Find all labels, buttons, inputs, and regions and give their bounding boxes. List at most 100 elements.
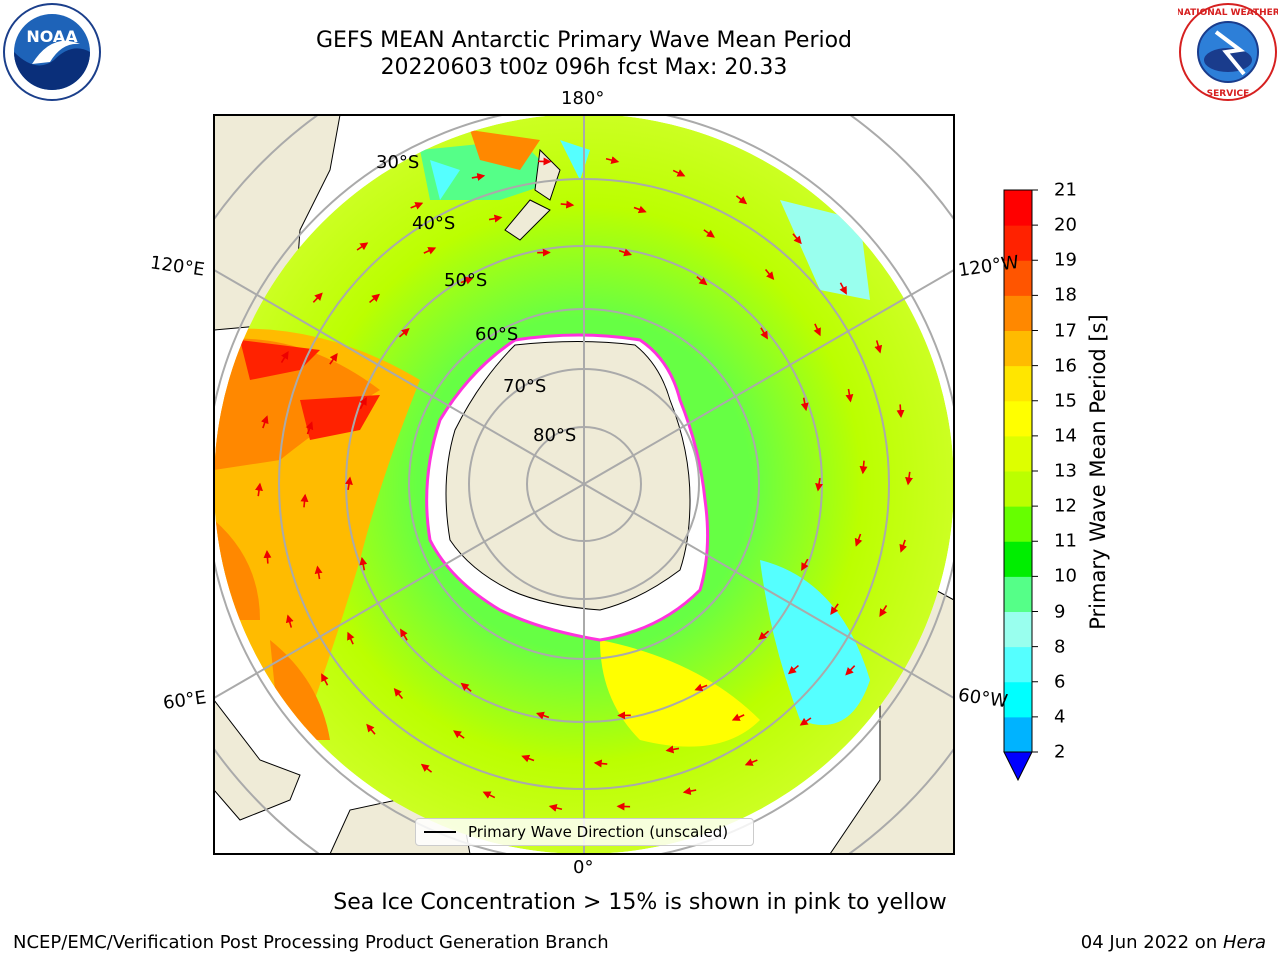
wave-direction-arrow (369, 293, 381, 304)
wave-direction-arrow (605, 156, 620, 164)
legend-line-swatch (424, 831, 456, 833)
wave-direction-arrow (845, 388, 854, 403)
colorbar-segment (1004, 330, 1032, 367)
wave-direction-arrow (344, 476, 353, 491)
wave-direction-arrow (787, 664, 799, 675)
wave-direction-arrow (618, 248, 632, 257)
wave-direction-arrow (764, 269, 775, 281)
wave-direction-arrow (312, 292, 323, 303)
footer-date: 04 Jun 2022 on Hera (1081, 932, 1266, 953)
wave-direction-arrow (453, 730, 465, 739)
wave-direction-arrow (400, 628, 408, 641)
wave-direction-arrow (633, 205, 647, 214)
colorbar-segment (1004, 225, 1032, 261)
wave-direction-arrow (560, 200, 575, 209)
colorbar-tick-label: 9 (1054, 601, 1066, 622)
wave-direction-arrow (321, 673, 329, 686)
wave-direction-arrow (896, 404, 905, 419)
wave-direction-arrow (393, 687, 404, 699)
wave-direction-arrow (874, 340, 883, 354)
footer-producer: NCEP/EMC/Verification Post Processing Pr… (13, 932, 609, 953)
wave-direction-arrow (359, 556, 368, 571)
wave-direction-arrow (356, 242, 369, 251)
wave-direction-arrow (314, 565, 323, 580)
colorbar-segment (1004, 716, 1032, 753)
colorbar-segment (1004, 576, 1032, 612)
lat-label-60s: 60°S (475, 324, 519, 345)
colorbar-tick-label: 20 (1054, 214, 1077, 236)
wave-direction-arrow (813, 323, 821, 337)
wave-direction-arrow (899, 539, 908, 553)
wave-direction-arrow (536, 711, 550, 720)
map-frame (213, 114, 955, 855)
colorbar-title: Primary Wave Mean Period [s] (1086, 314, 1110, 630)
colorbar-extend-triangle (1003, 751, 1033, 782)
colorbar-segment (1004, 190, 1032, 226)
wave-direction-arrow (420, 763, 433, 773)
colorbar-tick-label: 18 (1054, 284, 1077, 306)
wave-direction-arrow (460, 682, 472, 692)
colorbar-tick-label: 17 (1054, 320, 1077, 341)
svg-text:SERVICE: SERVICE (1207, 89, 1250, 99)
colorbar-tick-label: 14 (1054, 425, 1077, 447)
wave-direction-arrow (398, 327, 410, 338)
colorbar-segment (1004, 260, 1032, 296)
colorbar-segment (1004, 365, 1032, 402)
colorbar-tick-label: 4 (1054, 706, 1066, 728)
svg-text:NATIONAL WEATHER: NATIONAL WEATHER (1178, 8, 1278, 18)
wave-direction-arrow (488, 214, 503, 223)
colorbar-tick-label: 16 (1054, 355, 1077, 377)
wave-direction-arrow (521, 754, 535, 763)
wave-direction-arrow (260, 415, 269, 429)
wave-direction-arrow (905, 471, 913, 486)
wave-direction-arrow (845, 665, 856, 676)
colorbar-segment (1004, 400, 1032, 437)
wave-direction-arrow (800, 397, 809, 412)
wave-direction-arrow (815, 477, 824, 492)
colorbar-segment (1004, 611, 1032, 648)
wave-direction-arrow (285, 614, 294, 628)
wave-direction-arrow (665, 745, 680, 754)
colorbar-segment (1004, 471, 1032, 507)
wave-direction-arrow (347, 631, 355, 645)
wave-direction-arrow (482, 791, 496, 799)
wave-direction-arrows (255, 156, 913, 812)
wave-direction-arrow (672, 169, 686, 177)
wave-direction-arrow (682, 787, 697, 796)
wave-direction-arrow (735, 195, 748, 205)
colorbar-tick-label: 2 (1054, 741, 1066, 763)
wave-direction-arrow (471, 172, 486, 181)
wave-direction-arrow (830, 603, 839, 615)
colorbar-tick-label: 19 (1054, 249, 1077, 271)
wave-direction-arrow (792, 233, 802, 245)
wave-direction-arrow (593, 759, 608, 768)
wave-direction-arrow (703, 229, 715, 238)
wave-direction-arrow (758, 630, 770, 641)
wave-direction-arrow (879, 605, 888, 618)
lat-label-40s: 40°S (412, 213, 456, 234)
svg-text:NOAA: NOAA (26, 27, 78, 46)
wave-direction-arrow (255, 482, 263, 497)
colorbar-segment (1004, 295, 1032, 331)
wave-direction-arrow (280, 350, 289, 363)
colorbar-segment (1004, 506, 1032, 542)
colorbar-tick-label: 10 (1054, 565, 1077, 587)
wave-direction-arrow (366, 723, 376, 735)
wave-direction-arrow (410, 202, 424, 210)
sea-ice-note: Sea Ice Concentration > 15% is shown in … (333, 890, 947, 915)
lat-label-50s: 50°S (444, 270, 488, 291)
colorbar-tick-label: 21 (1054, 179, 1077, 201)
wave-direction-arrow (300, 493, 309, 508)
wave-direction-arrow (329, 353, 338, 365)
colorbar-segment (1004, 681, 1032, 718)
wave-direction-arrow (460, 276, 474, 285)
wave-direction-arrow (854, 533, 863, 547)
lat-label-70s: 70°S (503, 376, 547, 397)
chart-subtitle: 20220603 t00z 096h fcst Max: 20.33 (380, 55, 788, 80)
map-legend: Primary Wave Direction (unscaled) (415, 818, 754, 846)
graticule (214, 115, 954, 854)
colorbar-tick-label: 11 (1054, 530, 1077, 552)
colorbar-tick-label: 15 (1054, 390, 1077, 412)
chart-title: GEFS MEAN Antarctic Primary Wave Mean Pe… (315, 28, 853, 53)
wave-direction-arrow (305, 421, 314, 435)
